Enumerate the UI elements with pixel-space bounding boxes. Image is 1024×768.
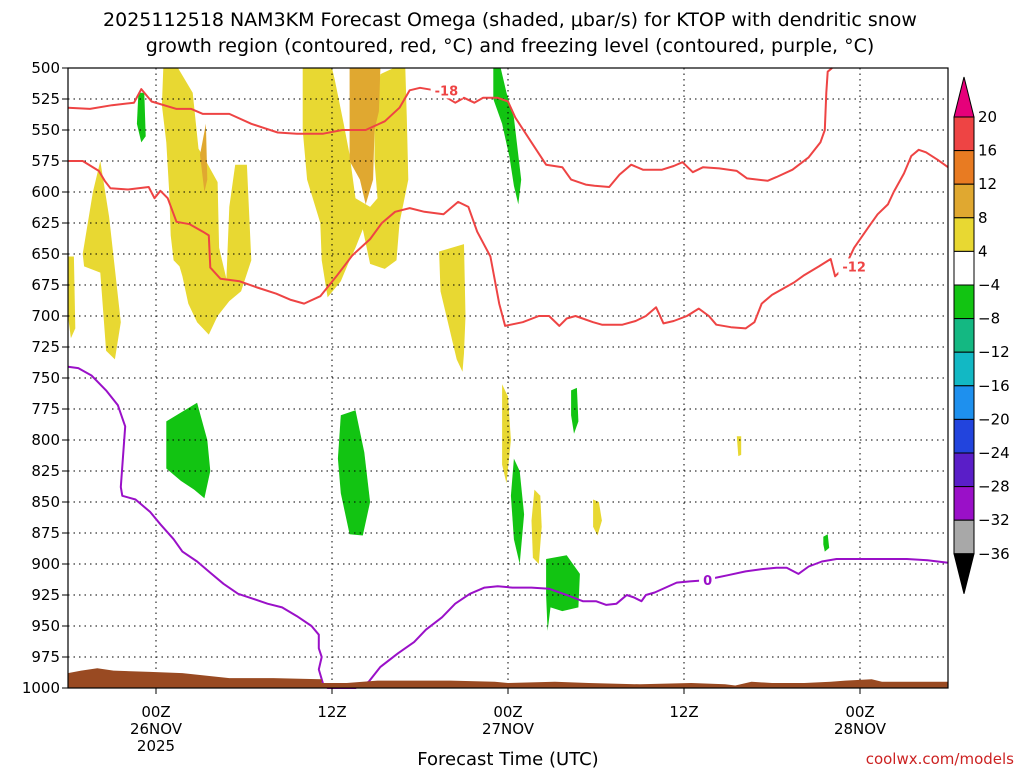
colorbar-label--32: −32 bbox=[978, 511, 1010, 529]
ytick-label-850: 850 bbox=[31, 493, 60, 511]
ytick-label-750: 750 bbox=[31, 369, 60, 387]
contour-label-bg bbox=[430, 82, 463, 99]
ytick-label-675: 675 bbox=[31, 276, 60, 294]
colorbar-label-4: 4 bbox=[978, 242, 988, 260]
omega-region-7 bbox=[349, 68, 381, 205]
colorbar-segment bbox=[953, 250, 975, 286]
omega-region-2 bbox=[136, 92, 146, 143]
colorbar-label--16: −16 bbox=[978, 377, 1010, 395]
ytick-label-500: 500 bbox=[31, 59, 60, 77]
ytick-label-575: 575 bbox=[31, 152, 60, 170]
ytick-label-550: 550 bbox=[31, 121, 60, 139]
ytick-label-825: 825 bbox=[31, 462, 60, 480]
omega-region-13 bbox=[531, 489, 542, 564]
ytick-label-875: 875 bbox=[31, 524, 60, 542]
colorbar-label--12: −12 bbox=[978, 343, 1010, 361]
colorbar-segment bbox=[953, 116, 975, 152]
ytick-label-700: 700 bbox=[31, 307, 60, 325]
colorbar-top-arrow bbox=[953, 76, 975, 118]
colorbar-label-8: 8 bbox=[978, 209, 988, 227]
omega-region-6 bbox=[302, 68, 409, 298]
colorbar-label--28: −28 bbox=[978, 478, 1010, 496]
colorbar-segment bbox=[953, 284, 975, 320]
contour-line--12 bbox=[68, 148, 949, 330]
terrain-fill bbox=[68, 668, 948, 688]
xtick-label: 26NOV bbox=[130, 720, 183, 738]
xtick-label: 00Z bbox=[141, 703, 170, 721]
colorbar-label--20: −20 bbox=[978, 410, 1010, 428]
colorbar-segment bbox=[953, 418, 975, 454]
colorbar-segment bbox=[953, 452, 975, 488]
omega-region-1 bbox=[82, 161, 121, 360]
temperature-contours: -18 -12 0 bbox=[67, 67, 949, 689]
contour-label-0: 0 bbox=[703, 574, 712, 589]
watermark-text: coolwx.com/models bbox=[866, 750, 1014, 768]
omega-region-8 bbox=[337, 410, 371, 536]
contour-label--18: -18 bbox=[435, 84, 459, 99]
xtick-label: 00Z bbox=[493, 703, 522, 721]
contour-label--12: -12 bbox=[842, 260, 866, 275]
terrain-layer bbox=[68, 668, 948, 688]
ytick-label-650: 650 bbox=[31, 245, 60, 263]
contour-label-bg bbox=[699, 572, 716, 589]
chart-title-line-2: growth region (contoured, red, °C) and f… bbox=[146, 35, 875, 57]
colorbar-bottom-arrow bbox=[953, 553, 975, 594]
contour-line--18 bbox=[67, 67, 833, 188]
xtick-label: 12Z bbox=[317, 703, 346, 721]
omega-region-17 bbox=[736, 436, 742, 457]
colorbar-label-12: 12 bbox=[978, 175, 997, 193]
ytick-label-975: 975 bbox=[31, 648, 60, 666]
omega-region-9 bbox=[439, 244, 466, 372]
colorbar-label--8: −8 bbox=[978, 310, 1000, 328]
contour-line-0 bbox=[67, 365, 949, 689]
colorbar-segment bbox=[953, 519, 975, 555]
ytick-label-800: 800 bbox=[31, 431, 60, 449]
ytick-label-600: 600 bbox=[31, 183, 60, 201]
ytick-label-775: 775 bbox=[31, 400, 60, 418]
chart-title-line-1: 2025112518 NAM3KM Forecast Omega (shaded… bbox=[103, 9, 917, 31]
ytick-label-625: 625 bbox=[31, 214, 60, 232]
colorbar-segment bbox=[953, 150, 975, 185]
colorbar-label-20: 20 bbox=[978, 108, 997, 126]
omega-region-4 bbox=[200, 123, 208, 192]
x-axis-title: Forecast Time (UTC) bbox=[417, 749, 598, 768]
omega-region-12 bbox=[510, 458, 525, 564]
colorbar-segment bbox=[953, 183, 975, 219]
omega-shading-layer bbox=[68, 68, 830, 631]
gridlines bbox=[68, 68, 948, 688]
colorbar: 20 16 12 8 4 −4 −8 −12 −16 −20 −24 −28 −32 −36 bbox=[953, 76, 1010, 594]
colorbar-segment bbox=[953, 385, 975, 420]
colorbar-segment bbox=[953, 351, 975, 387]
plot-area: -18 -12 0 bbox=[67, 67, 949, 689]
colorbar-segment bbox=[953, 318, 975, 353]
omega-region-3 bbox=[161, 68, 252, 335]
colorbar-label--4: −4 bbox=[978, 276, 1000, 294]
omega-region-10 bbox=[493, 68, 522, 205]
colorbar-segment bbox=[953, 486, 975, 521]
ytick-label-950: 950 bbox=[31, 617, 60, 635]
ytick-label-900: 900 bbox=[31, 555, 60, 573]
xtick-label: 2025 bbox=[137, 737, 175, 755]
xtick-label: 28NOV bbox=[834, 720, 887, 738]
contour-label-bg bbox=[838, 258, 871, 275]
ytick-label-925: 925 bbox=[31, 586, 60, 604]
ytick-label-725: 725 bbox=[31, 338, 60, 356]
omega-region-14 bbox=[571, 387, 579, 434]
xtick-label: 12Z bbox=[669, 703, 698, 721]
xtick-label: 00Z bbox=[845, 703, 874, 721]
omega-region-5 bbox=[166, 402, 211, 499]
ytick-label-1000: 1000 bbox=[22, 679, 60, 697]
pressure-axis: 500 525 550 575 600 625 650 675 700 725 750 775 800 8… bbox=[22, 59, 68, 697]
ytick-label-525: 525 bbox=[31, 90, 60, 108]
colorbar-segment bbox=[953, 217, 975, 252]
colorbar-label-16: 16 bbox=[978, 142, 997, 160]
colorbar-label--24: −24 bbox=[978, 444, 1010, 462]
colorbar-label--36: −36 bbox=[978, 545, 1010, 563]
omega-region-0 bbox=[68, 256, 76, 339]
omega-region-15 bbox=[593, 499, 602, 536]
xtick-label: 27NOV bbox=[482, 720, 535, 738]
omega-region-18 bbox=[823, 534, 830, 552]
